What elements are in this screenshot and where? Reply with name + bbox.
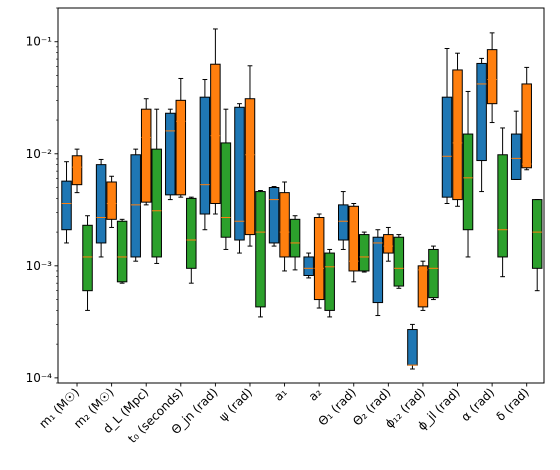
box: [175, 99, 187, 196]
box: [441, 96, 453, 198]
box: [324, 252, 335, 311]
box: [151, 148, 162, 258]
box: [486, 49, 498, 105]
box-group: [199, 28, 232, 250]
box: [372, 236, 384, 304]
box-group: [130, 98, 162, 264]
category-label: α (rad): [458, 385, 497, 424]
box: [140, 108, 152, 203]
box: [289, 218, 301, 258]
box-group: [303, 213, 335, 318]
box: [71, 155, 83, 186]
box: [199, 96, 211, 215]
box: [521, 83, 532, 169]
box: [268, 187, 280, 244]
y-tick-label: 10⁻⁴: [26, 371, 53, 385]
category-label: a₂: [306, 385, 325, 404]
box: [234, 106, 245, 241]
box-group: [95, 158, 128, 284]
box: [348, 205, 360, 272]
box-group: [407, 245, 439, 370]
box: [359, 234, 370, 272]
box: [313, 216, 325, 301]
box: [417, 265, 429, 308]
box: [244, 98, 256, 236]
box: [428, 248, 439, 299]
box: [452, 69, 463, 201]
box: [165, 112, 176, 196]
box-group: [268, 181, 301, 272]
box: [186, 197, 197, 269]
box: [383, 234, 394, 254]
box-group: [441, 48, 474, 258]
x-axis: m₁ (M☉)m₂ (M☉)d_L (Mpc)t₀ (seconds)Θ_jn …: [36, 383, 532, 446]
box: [210, 63, 221, 204]
box-group: [61, 148, 93, 311]
box: [106, 181, 117, 220]
box: [255, 191, 266, 308]
category-label: ψ (rad): [216, 385, 255, 424]
y-tick-label: 10⁻²: [26, 147, 53, 161]
box: [61, 180, 72, 231]
category-label: δ (rad): [493, 385, 531, 423]
box-group: [476, 32, 508, 278]
box: [462, 133, 474, 231]
y-axis: 10⁻⁴ 10⁻³ 10⁻² 10⁻¹: [26, 7, 58, 385]
box: [497, 154, 508, 258]
box-groups: [61, 28, 543, 370]
box: [531, 199, 543, 269]
box: [338, 204, 349, 241]
box-group: [165, 77, 197, 284]
y-tick-label: 10⁻³: [26, 259, 53, 273]
box-group: [338, 191, 370, 283]
box: [95, 164, 107, 244]
box: [393, 236, 405, 287]
box: [279, 192, 290, 258]
box: [407, 329, 418, 366]
category-label: a₁: [271, 385, 290, 404]
plot-frame: [57, 7, 545, 384]
box-group: [234, 65, 266, 318]
box: [510, 133, 522, 180]
box: [130, 154, 141, 258]
y-tick-label: 10⁻¹: [26, 35, 53, 49]
box-group: [372, 226, 405, 317]
box: [220, 142, 232, 238]
box: [82, 224, 93, 292]
box: [476, 62, 487, 162]
box: [116, 220, 128, 283]
box-group: [510, 66, 543, 292]
box: [303, 256, 314, 276]
